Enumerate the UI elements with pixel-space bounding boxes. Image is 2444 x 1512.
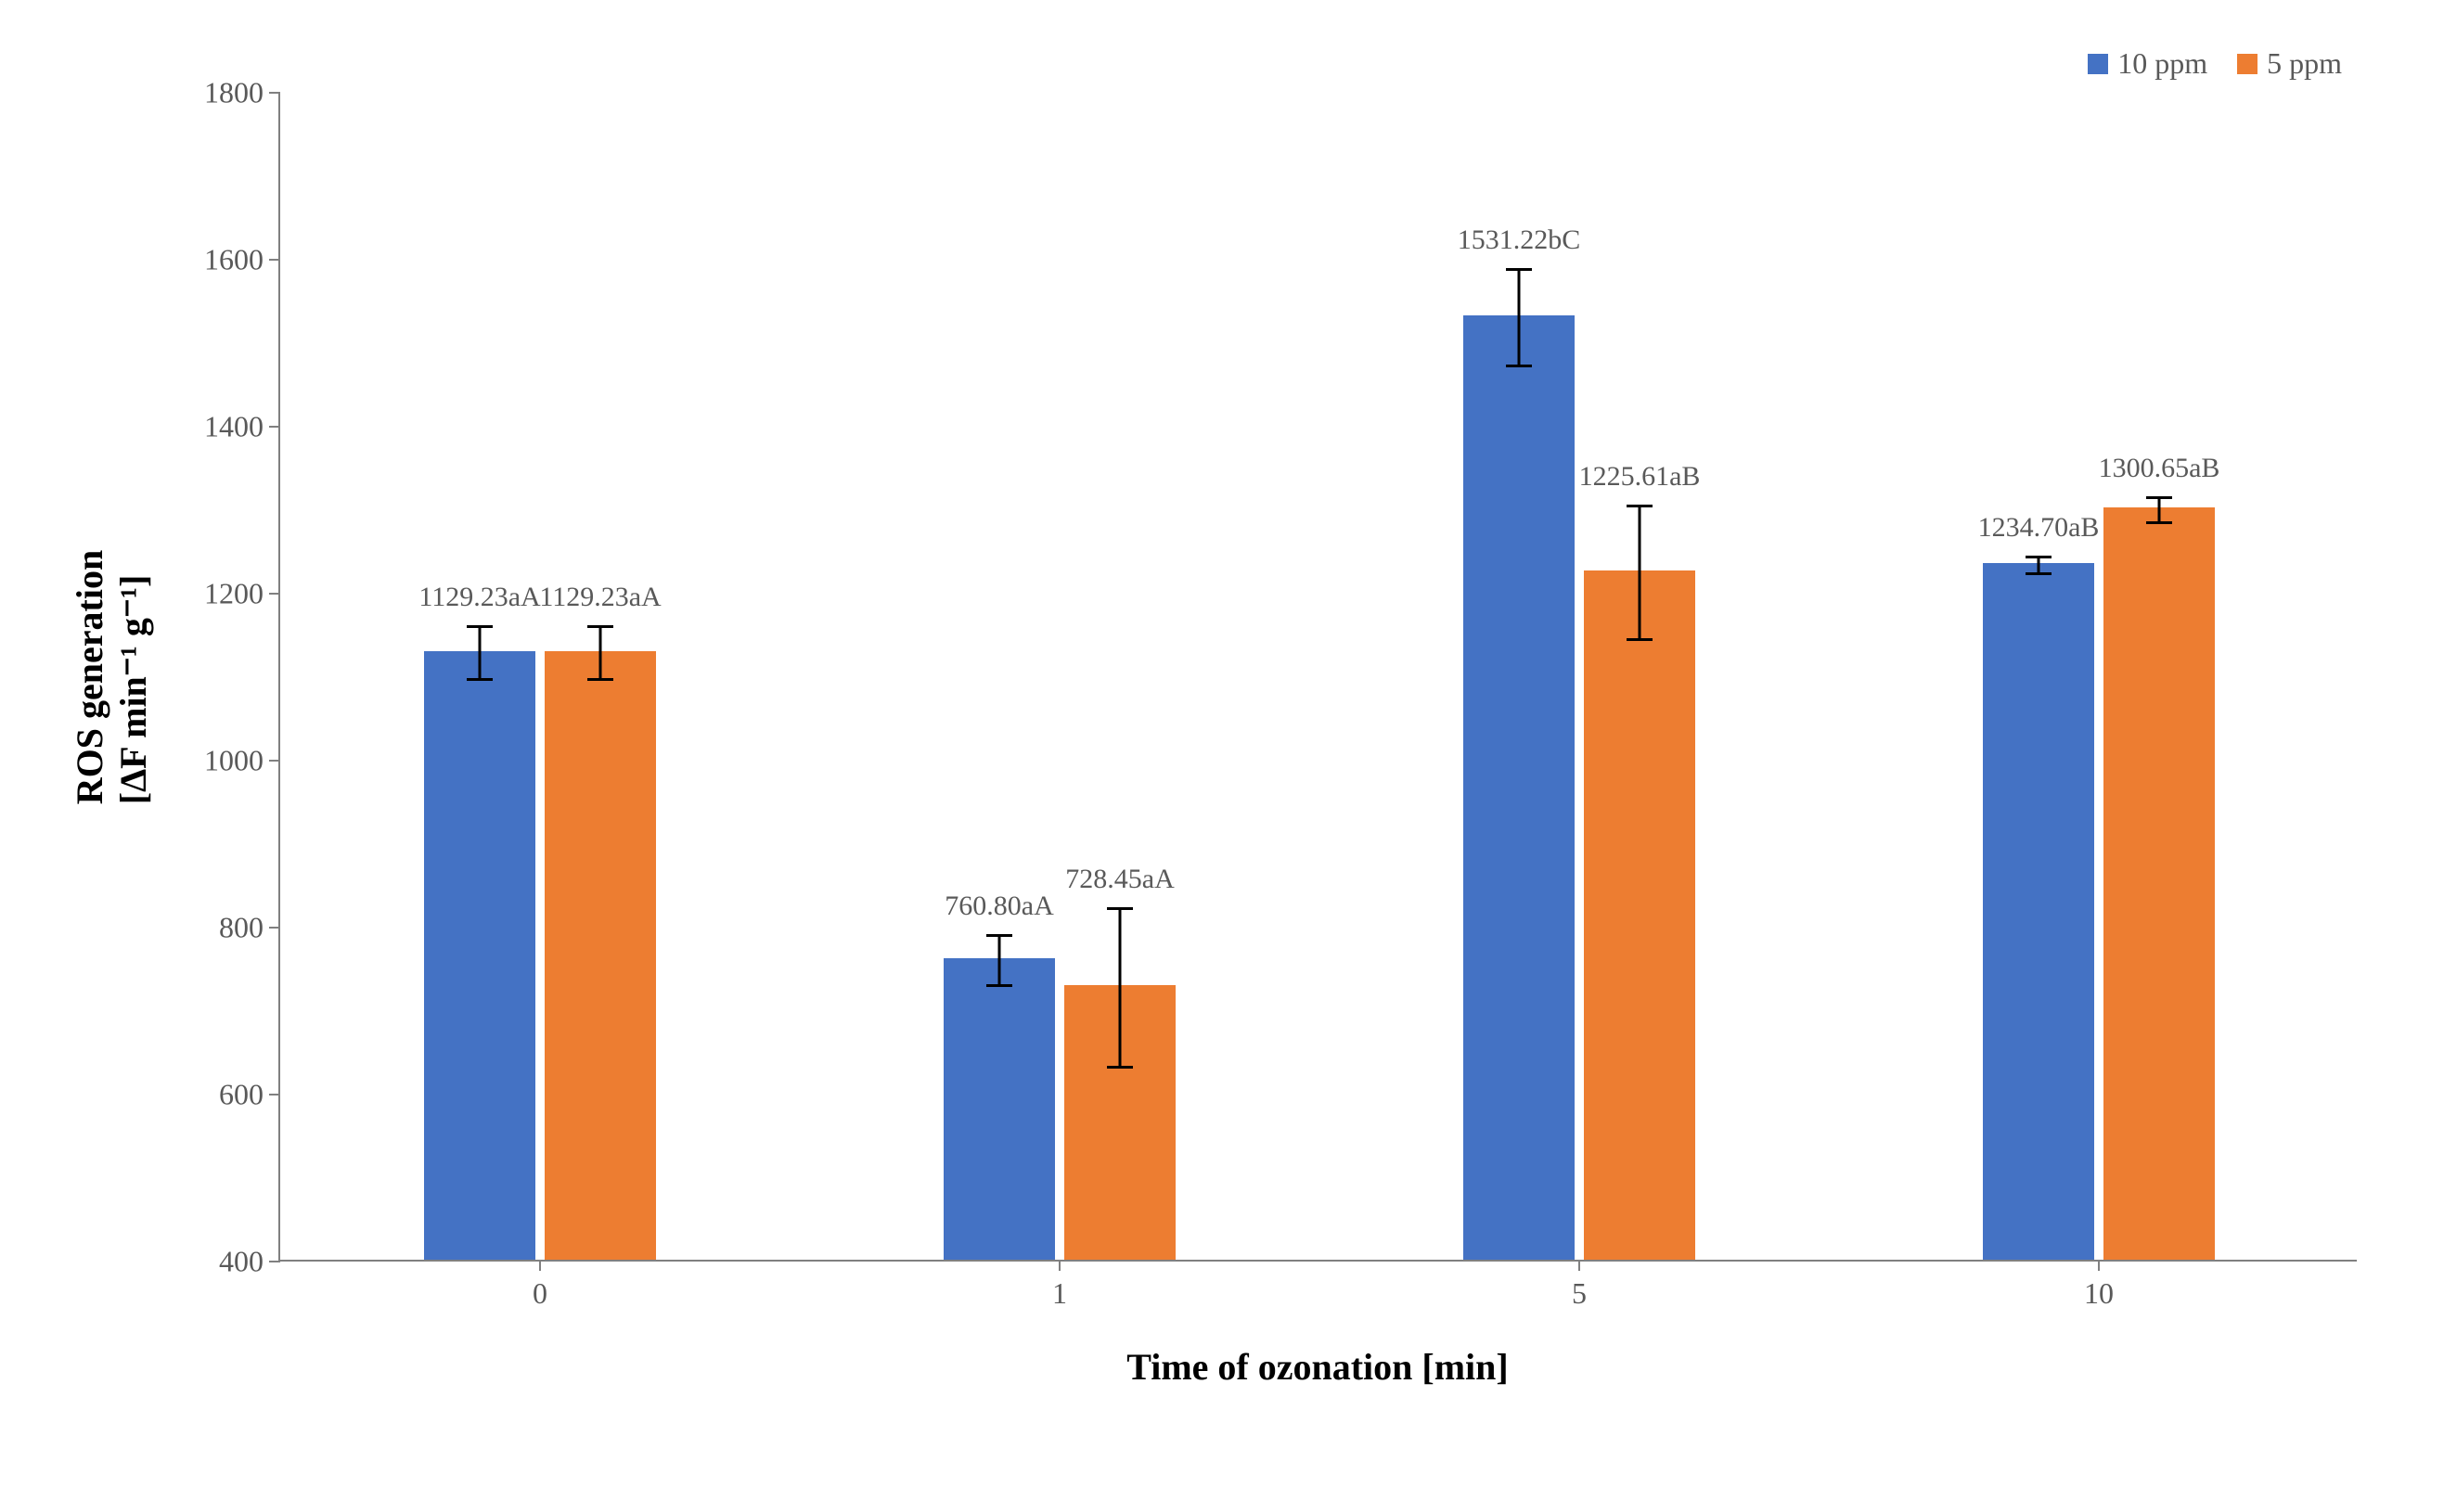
bar bbox=[2103, 507, 2215, 1260]
bar bbox=[1584, 570, 1695, 1260]
error-cap bbox=[1107, 907, 1133, 910]
data-label: 728.45aA bbox=[1065, 864, 1174, 895]
error-cap bbox=[1506, 268, 1532, 271]
data-label: 1129.23aA bbox=[539, 582, 661, 613]
error-cap bbox=[2146, 496, 2172, 499]
error-cap bbox=[467, 678, 493, 681]
y-tick-mark bbox=[269, 259, 280, 261]
error-cap bbox=[1107, 1066, 1133, 1069]
error-cap bbox=[2026, 572, 2052, 575]
data-label: 1129.23aA bbox=[418, 582, 540, 613]
y-tick-mark bbox=[269, 760, 280, 762]
y-axis-title-line1: ROS generation bbox=[69, 550, 110, 804]
bar bbox=[1463, 315, 1575, 1260]
legend-label: 5 ppm bbox=[2267, 46, 2342, 81]
error-cap bbox=[587, 678, 613, 681]
data-label: 1300.65aB bbox=[2099, 453, 2220, 484]
error-bar bbox=[998, 935, 1001, 985]
y-tick-mark bbox=[269, 1261, 280, 1262]
legend-swatch bbox=[2237, 54, 2257, 74]
error-cap bbox=[2146, 521, 2172, 524]
error-cap bbox=[986, 934, 1012, 937]
error-bar bbox=[2158, 497, 2161, 522]
error-bar bbox=[599, 626, 602, 680]
error-bar bbox=[1119, 908, 1122, 1067]
x-tick-mark bbox=[1578, 1260, 1580, 1271]
x-tick-mark bbox=[1059, 1260, 1061, 1271]
legend-swatch bbox=[2088, 54, 2108, 74]
x-tick-mark bbox=[2098, 1260, 2100, 1271]
y-tick-mark bbox=[269, 426, 280, 428]
error-cap bbox=[1627, 638, 1653, 641]
y-tick-mark bbox=[269, 92, 280, 94]
legend-item: 5 ppm bbox=[2237, 46, 2342, 81]
y-tick-mark bbox=[269, 927, 280, 929]
bar bbox=[424, 651, 535, 1260]
bar bbox=[545, 651, 656, 1260]
error-cap bbox=[1627, 505, 1653, 507]
y-axis-title-line2: [ΔF min⁻¹ g⁻¹] bbox=[112, 575, 154, 805]
x-axis-title: Time of ozonation [min] bbox=[1126, 1345, 1508, 1389]
error-cap bbox=[467, 625, 493, 628]
x-tick-mark bbox=[539, 1260, 541, 1271]
bar bbox=[944, 958, 1055, 1260]
error-cap bbox=[986, 984, 1012, 987]
error-cap bbox=[2026, 556, 2052, 558]
ros-chart: 4006008001000120014001600180001129.23aA1… bbox=[37, 37, 2407, 1475]
y-tick-mark bbox=[269, 1094, 280, 1096]
error-bar bbox=[1639, 506, 1641, 639]
y-tick-mark bbox=[269, 593, 280, 595]
legend-item: 10 ppm bbox=[2088, 46, 2207, 81]
legend-label: 10 ppm bbox=[2117, 46, 2207, 81]
error-bar bbox=[1518, 269, 1521, 365]
error-bar bbox=[2038, 557, 2040, 573]
data-label: 1531.22bC bbox=[1458, 224, 1581, 256]
bar bbox=[1983, 563, 2094, 1260]
error-cap bbox=[587, 625, 613, 628]
data-label: 1225.61aB bbox=[1579, 461, 1701, 493]
error-cap bbox=[1506, 365, 1532, 367]
legend: 10 ppm 5 ppm bbox=[2088, 46, 2342, 81]
data-label: 760.80aA bbox=[945, 891, 1053, 922]
y-axis-title: ROS generation [ΔF min⁻¹ g⁻¹] bbox=[68, 550, 155, 804]
error-bar bbox=[479, 626, 482, 680]
plot-area: 4006008001000120014001600180001129.23aA1… bbox=[278, 93, 2357, 1262]
data-label: 1234.70aB bbox=[1978, 512, 2100, 544]
